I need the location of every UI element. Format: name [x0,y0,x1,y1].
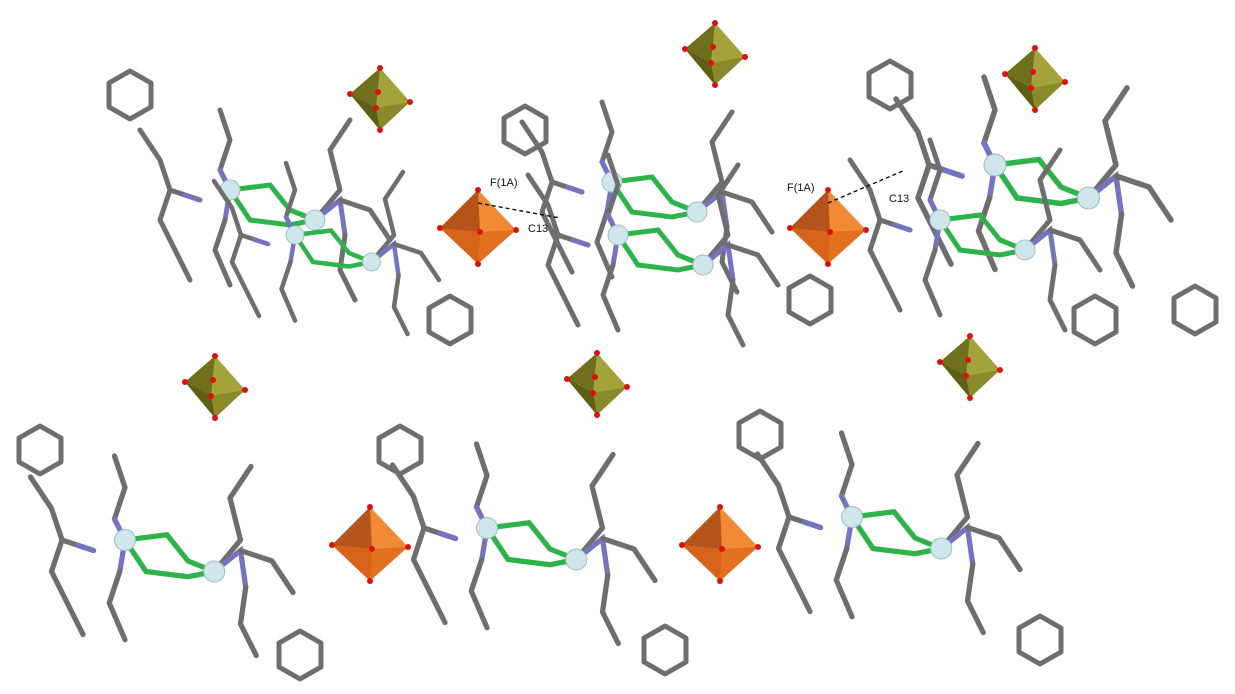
ring [279,631,321,679]
atom-label: C13 [889,193,909,205]
octahedron [329,504,411,584]
ring [109,71,151,119]
ring [1074,296,1116,344]
octahedron [437,187,519,267]
ring [644,626,686,674]
octahedron [564,350,630,418]
ring [869,61,911,109]
dimer [850,140,1100,330]
ring [429,296,471,344]
ring [1019,616,1061,664]
octahedron [1002,45,1068,113]
atom-label: C13 [528,223,548,235]
molecules [19,61,1216,679]
dimer [140,110,390,300]
ring [19,426,61,474]
dimer [393,444,656,644]
octahedron [682,20,748,88]
dimer [31,456,294,656]
ring [1174,286,1216,334]
octahedron [182,353,248,421]
ring [739,411,781,459]
dimer [528,155,778,345]
octahedron [347,65,413,133]
ring [789,276,831,324]
octahedron [937,333,1003,401]
ring [379,426,421,474]
crystal-structure: F(1A) C13 F(1A) C13 [0,0,1235,694]
atom-label: F(1A) [490,177,518,189]
octahedron [787,187,869,267]
atom-label: F(1A) [787,182,815,194]
dimer [522,102,772,292]
octahedron [679,504,761,584]
dimer [758,433,1021,633]
